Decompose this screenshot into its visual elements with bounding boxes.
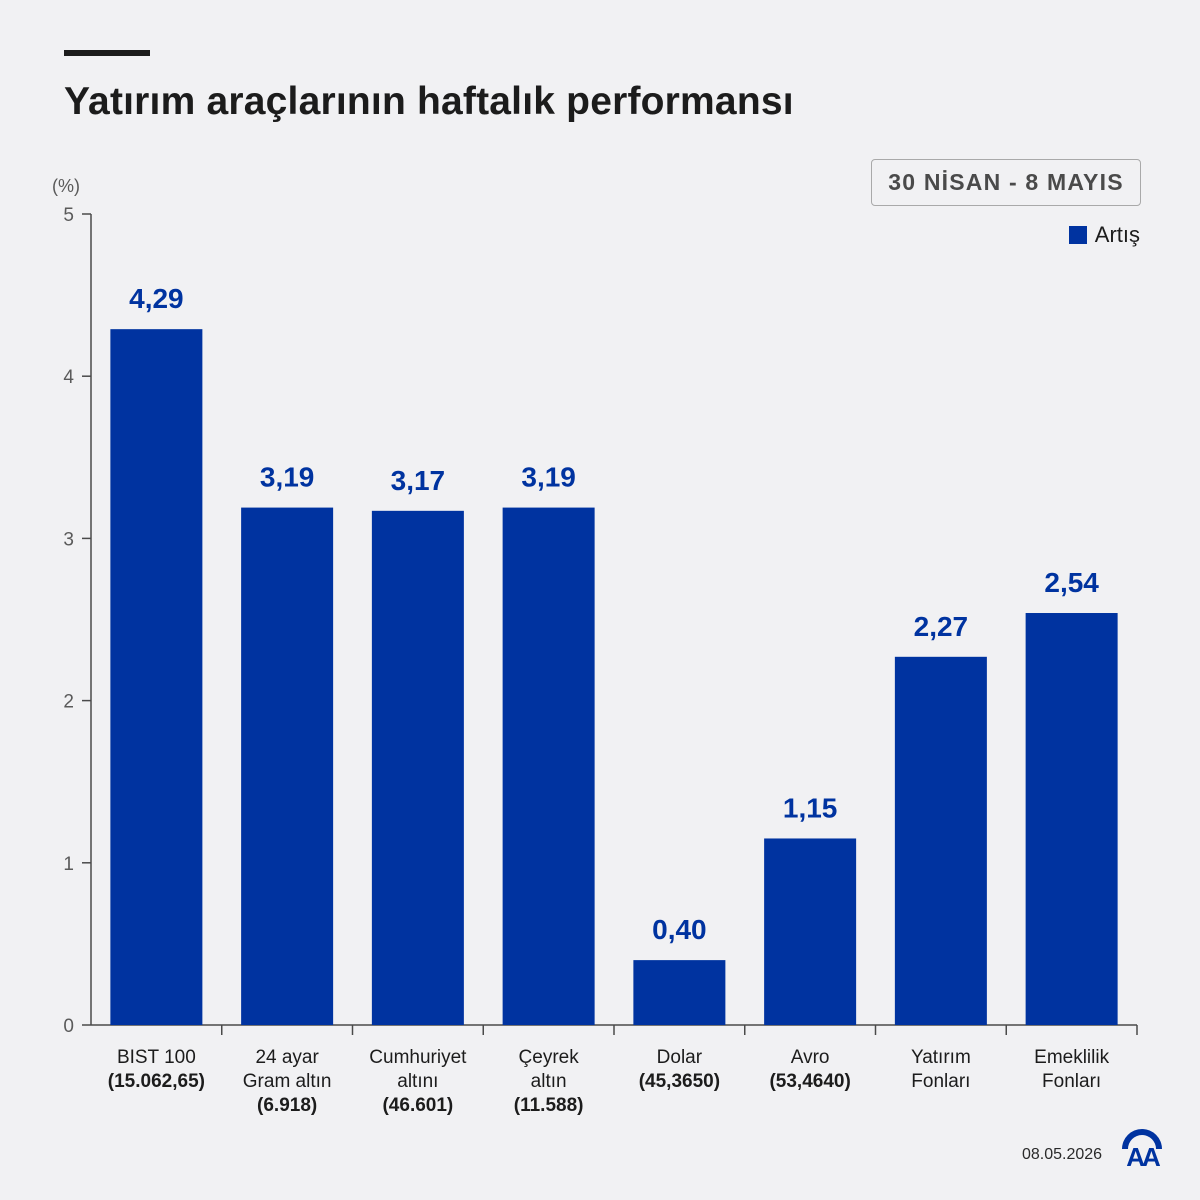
x-category-label: Avro: [791, 1047, 830, 1068]
x-category-label: Gram altın: [243, 1071, 332, 1092]
y-tick-label: 0: [63, 1016, 74, 1037]
bar-value-label: 3,19: [521, 462, 576, 493]
logo-text: AA: [1126, 1142, 1161, 1169]
date-range-badge: 30 NİSAN - 8 MAYIS: [871, 159, 1141, 206]
bar: [764, 838, 857, 1025]
y-tick-label: 4: [63, 367, 74, 388]
bar-value-label: 3,17: [391, 465, 446, 496]
bar: [241, 507, 334, 1025]
x-category-label: 24 ayar: [255, 1047, 319, 1068]
x-category-label: (11.588): [514, 1095, 584, 1116]
aa-logo: AA: [1122, 1129, 1164, 1169]
y-tick-label: 1: [63, 854, 74, 875]
bar: [110, 329, 203, 1025]
y-tick-label: 3: [63, 529, 74, 550]
bar-value-label: 1,15: [783, 792, 838, 823]
title-rule: [64, 50, 150, 56]
y-tick-label: 5: [63, 205, 74, 226]
bar-value-label: 0,40: [652, 914, 707, 945]
x-category-label: Fonları: [911, 1071, 970, 1092]
bar: [502, 507, 595, 1025]
x-category-label: Emeklilik: [1034, 1047, 1109, 1068]
x-category-label: (46.601): [382, 1095, 453, 1116]
x-category-label: BIST 100: [117, 1047, 196, 1068]
bar-value-label: 2,27: [914, 611, 969, 642]
x-category-label: Yatırım: [911, 1047, 971, 1068]
x-category-label: (6.918): [257, 1095, 317, 1116]
bar-value-label: 3,19: [260, 462, 315, 493]
bar: [371, 510, 464, 1025]
x-category-label: altın: [531, 1071, 567, 1092]
y-axis-unit-label: (%): [52, 176, 80, 196]
footer-date: 08.05.2026: [1022, 1146, 1103, 1163]
bar-value-label: 2,54: [1044, 567, 1099, 598]
chart-title: Yatırım araçlarının haftalık performansı: [64, 80, 794, 123]
legend-label: Artış: [1094, 222, 1140, 247]
y-tick-label: 2: [63, 692, 74, 713]
legend-swatch: [1068, 226, 1087, 244]
x-category-label: (15.062,65): [108, 1071, 205, 1092]
bar: [1025, 613, 1118, 1025]
bar: [894, 656, 987, 1025]
x-category-label: Çeyrek: [519, 1047, 580, 1068]
bar-value-label: 4,29: [129, 283, 184, 314]
x-category-label: (53,4640): [769, 1071, 850, 1092]
x-category-label: Fonları: [1042, 1071, 1101, 1092]
x-category-label: Dolar: [657, 1047, 703, 1068]
legend: Artış: [1068, 222, 1140, 248]
bar: [633, 960, 726, 1025]
x-category-label: Cumhuriyet: [369, 1047, 467, 1068]
x-category-label: altını: [397, 1071, 438, 1092]
x-category-label: (45,3650): [639, 1071, 720, 1092]
